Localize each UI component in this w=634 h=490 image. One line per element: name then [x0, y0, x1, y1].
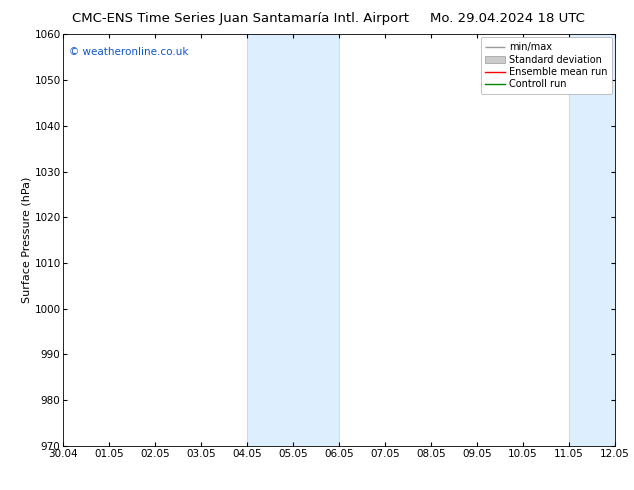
Text: © weatheronline.co.uk: © weatheronline.co.uk: [69, 47, 188, 57]
Legend: min/max, Standard deviation, Ensemble mean run, Controll run: min/max, Standard deviation, Ensemble me…: [481, 37, 612, 94]
Bar: [569, 34, 615, 446]
Bar: [247, 34, 339, 446]
Text: Mo. 29.04.2024 18 UTC: Mo. 29.04.2024 18 UTC: [430, 12, 585, 25]
Y-axis label: Surface Pressure (hPa): Surface Pressure (hPa): [22, 177, 32, 303]
Text: CMC-ENS Time Series Juan Santamaría Intl. Airport: CMC-ENS Time Series Juan Santamaría Intl…: [72, 12, 410, 25]
